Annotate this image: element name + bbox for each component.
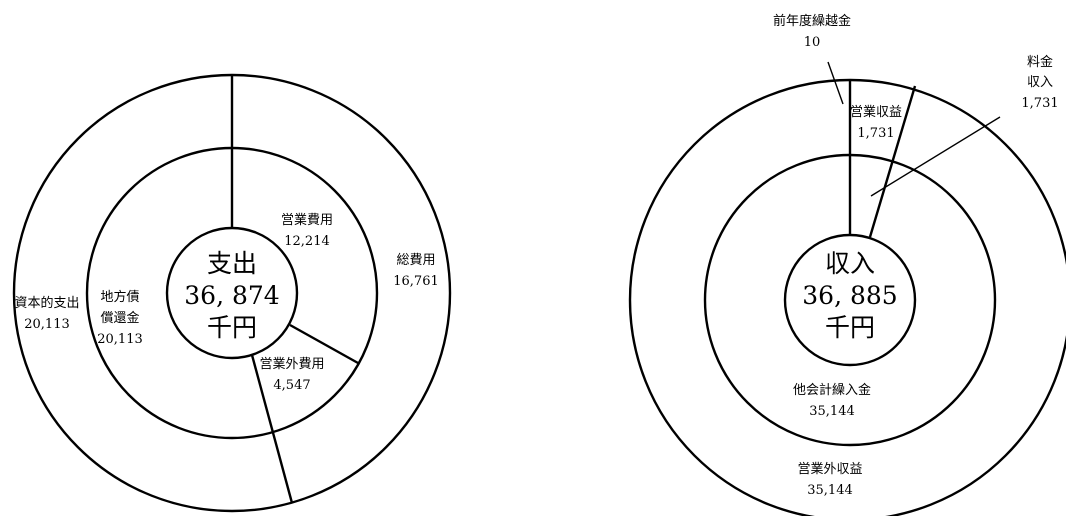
label-capital-expense: 資本的支出: [14, 295, 79, 311]
revenue-chart: 収入 36, 885 千円 前年度繰越金 10 営業収益 1,731 料金 収入…: [628, 13, 1066, 516]
value-carryover: 10: [804, 35, 821, 50]
expenditure-chart: 支出 36, 874 千円 営業費用 12,214 総費用 16,761 営業外…: [12, 73, 452, 513]
label-operating-expense: 営業費用: [281, 212, 333, 228]
label-fee-revenue-line1: 料金: [1027, 54, 1053, 70]
divider-operating-expense: [289, 323, 359, 365]
label-non-operating-expense: 営業外費用: [259, 356, 324, 372]
leader-fee-revenue: [870, 116, 1001, 197]
value-operating-revenue: 1,731: [857, 126, 894, 141]
label-operating-revenue: 営業収益: [850, 104, 902, 120]
label-bond-redemption-line1: 地方債: [100, 289, 139, 305]
label-fee-revenue-line2: 収入: [1027, 75, 1053, 90]
value-bond-redemption: 20,113: [97, 332, 143, 347]
center-title: 支出: [207, 249, 257, 278]
label-carryover: 前年度繰越金: [773, 13, 851, 29]
center-total: 36, 885: [802, 281, 897, 310]
value-total-expense: 16,761: [393, 274, 439, 289]
value-non-operating-expense: 4,547: [273, 378, 310, 393]
center-unit: 千円: [825, 313, 875, 342]
label-transfer-in: 他会計繰入金: [793, 382, 871, 398]
center-unit: 千円: [207, 313, 257, 342]
value-fee-revenue: 1,731: [1021, 96, 1058, 111]
label-bond-redemption-line2: 償還金: [100, 310, 139, 326]
label-non-operating-revenue: 営業外収益: [797, 461, 862, 477]
value-capital-expense: 20,113: [24, 317, 70, 332]
divider-capital-expense: [250, 354, 294, 504]
value-transfer-in: 35,144: [809, 404, 855, 419]
value-operating-expense: 12,214: [284, 234, 330, 249]
center-total: 36, 874: [184, 281, 279, 310]
value-non-operating-revenue: 35,144: [807, 483, 853, 498]
center-title: 収入: [825, 249, 875, 278]
leader-carryover: [827, 61, 844, 105]
divider-operating-revenue: [868, 85, 917, 238]
label-total-expense: 総費用: [396, 253, 435, 268]
